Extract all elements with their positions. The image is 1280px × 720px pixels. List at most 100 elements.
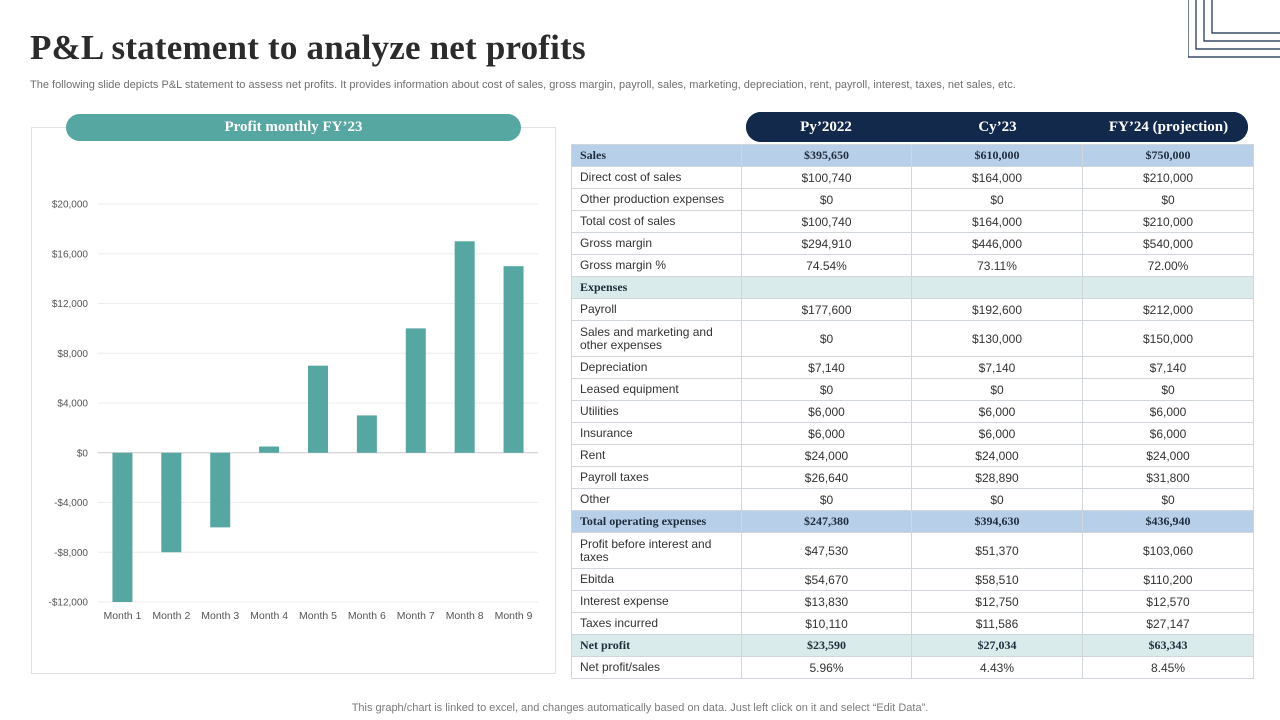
- footnote: This graph/chart is linked to excel, and…: [351, 702, 929, 714]
- bar-month-6[interactable]: [356, 415, 377, 453]
- cell-value: $6,000: [1082, 400, 1254, 423]
- y-tick-label: $8,000: [57, 349, 88, 360]
- pl-table: Sales $395,650 $610,000 $750,000 Direct cost…: [571, 144, 1254, 679]
- cell-value: $10,110: [741, 612, 912, 635]
- cell-value: $7,140: [741, 356, 912, 379]
- row-label: Other production expenses: [571, 188, 742, 211]
- x-tick-label: Month 8: [446, 610, 484, 622]
- bar-month-4[interactable]: [259, 446, 280, 453]
- cell-value: $28,890: [911, 466, 1083, 489]
- cell-value: $446,000: [911, 232, 1083, 255]
- cell-value: $23,590: [741, 634, 912, 657]
- row-label: Direct cost of sales: [571, 166, 742, 189]
- table-row: Net profit $23,590 $27,034 $63,343: [571, 634, 1254, 657]
- cell-value: 5.96%: [741, 656, 912, 679]
- row-label: Expenses: [571, 276, 742, 299]
- row-label: Insurance: [571, 422, 742, 445]
- cell-value: $610,000: [911, 144, 1083, 167]
- cell-value: $164,000: [911, 166, 1083, 189]
- cell-value: $27,147: [1082, 612, 1254, 635]
- cell-value: 72.00%: [1082, 254, 1254, 277]
- page-title: P&L statement to analyze net profits: [30, 28, 586, 67]
- cell-value: $24,000: [911, 444, 1083, 467]
- row-label: Leased equipment: [571, 378, 742, 401]
- cell-value: $27,034: [911, 634, 1083, 657]
- table-row: Gross margin $294,910 $446,000 $540,000: [571, 232, 1254, 255]
- cell-value: $750,000: [1082, 144, 1254, 167]
- table-row: Sales $395,650 $610,000 $750,000: [571, 144, 1254, 167]
- table-row: Depreciation $7,140 $7,140 $7,140: [571, 356, 1254, 379]
- cell-value: $0: [1082, 488, 1254, 511]
- cell-value: $0: [741, 488, 912, 511]
- table-row: Expenses: [571, 276, 1254, 299]
- cell-value: 8.45%: [1082, 656, 1254, 679]
- table-row: Leased equipment $0 $0 $0: [571, 378, 1254, 401]
- profit-bar-chart[interactable]: -$12,000 -$8,000 -$4,000 $0 $4,000 $8,000 $12,…: [32, 128, 555, 673]
- column-header-cy23: Cy’23: [918, 112, 1077, 142]
- corner-decoration: [1188, 0, 1280, 58]
- cell-value: $395,650: [741, 144, 912, 167]
- cell-value: $54,670: [741, 568, 912, 591]
- cell-value: $103,060: [1082, 532, 1254, 569]
- bar-month-9[interactable]: [503, 266, 524, 453]
- cell-value: $130,000: [911, 320, 1083, 357]
- row-label: Net profit/sales: [571, 656, 742, 679]
- cell-value: $177,600: [741, 298, 912, 321]
- row-label: Total operating expenses: [571, 510, 742, 533]
- bar-month-2[interactable]: [161, 452, 182, 553]
- x-tick-label: Month 4: [250, 610, 288, 622]
- cell-value: $24,000: [741, 444, 912, 467]
- cell-value: $247,380: [741, 510, 912, 533]
- bar-month-8[interactable]: [454, 241, 475, 453]
- cell-value: $0: [911, 488, 1083, 511]
- table-row: Direct cost of sales $100,740 $164,000 $210…: [571, 166, 1254, 189]
- bar-month-7[interactable]: [405, 328, 426, 453]
- cell-value: $0: [741, 188, 912, 211]
- bar-month-3[interactable]: [210, 452, 231, 528]
- x-tick-label: Month 2: [152, 610, 190, 622]
- y-tick-label: -$4,000: [54, 498, 88, 509]
- table-row: Utilities $6,000 $6,000 $6,000: [571, 400, 1254, 423]
- cell-value: $6,000: [1082, 422, 1254, 445]
- row-label: Utilities: [571, 400, 742, 423]
- table-row: Profit before interest and taxes $47,530 $…: [571, 532, 1254, 569]
- cell-value: $0: [1082, 378, 1254, 401]
- cell-value: $51,370: [911, 532, 1083, 569]
- cell-value: $192,600: [911, 298, 1083, 321]
- cell-value: $394,630: [911, 510, 1083, 533]
- table-row: Interest expense $13,830 $12,750 $12,570: [571, 590, 1254, 613]
- row-label: Payroll taxes: [571, 466, 742, 489]
- table-row: Taxes incurred $10,110 $11,586 $27,147: [571, 612, 1254, 635]
- row-label: Sales: [571, 144, 742, 167]
- table-row: Total operating expenses $247,380 $394,630…: [571, 510, 1254, 533]
- table-row: Total cost of sales $100,740 $164,000 $210,…: [571, 210, 1254, 233]
- row-label: Gross margin: [571, 232, 742, 255]
- cell-value: $0: [1082, 188, 1254, 211]
- cell-value: [741, 276, 912, 299]
- row-label: Taxes incurred: [571, 612, 742, 635]
- y-tick-label: $0: [77, 448, 89, 459]
- cell-value: $436,940: [1082, 510, 1254, 533]
- page-subtitle: The following slide depicts P&L statemen…: [30, 79, 1016, 91]
- cell-value: $6,000: [911, 422, 1083, 445]
- row-label: Ebitda: [571, 568, 742, 591]
- y-tick-label: $4,000: [57, 399, 88, 410]
- row-label: Depreciation: [571, 356, 742, 379]
- cell-value: $63,343: [1082, 634, 1254, 657]
- cell-value: $31,800: [1082, 466, 1254, 489]
- cell-value: $110,200: [1082, 568, 1254, 591]
- bar-month-5[interactable]: [308, 365, 328, 453]
- cell-value: $100,740: [741, 166, 912, 189]
- cell-value: 74.54%: [741, 254, 912, 277]
- table-row: Other production expenses $0 $0 $0: [571, 188, 1254, 211]
- x-tick-label: Month 1: [103, 610, 141, 622]
- x-tick-label: Month 7: [397, 610, 435, 622]
- row-label: Total cost of sales: [571, 210, 742, 233]
- cell-value: $12,750: [911, 590, 1083, 613]
- cell-value: 4.43%: [911, 656, 1083, 679]
- bar-month-1[interactable]: [112, 452, 133, 602]
- cell-value: $210,000: [1082, 210, 1254, 233]
- row-label: Interest expense: [571, 590, 742, 613]
- table-row: Ebitda $54,670 $58,510 $110,200: [571, 568, 1254, 591]
- y-tick-label: $12,000: [52, 299, 89, 310]
